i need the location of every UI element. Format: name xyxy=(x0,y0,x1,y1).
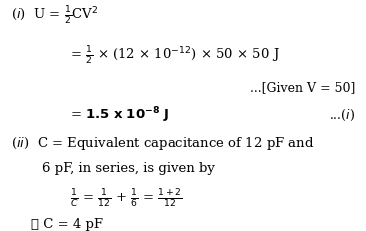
Text: $\frac{1}{C}$ = $\frac{1}{12}$ + $\frac{1}{6}$ = $\frac{1+2}{12}$: $\frac{1}{C}$ = $\frac{1}{12}$ + $\frac{… xyxy=(70,188,182,210)
Text: = $\frac{1}{2}$ × (12 × 10$^{-12}$) × 50 × 50 J: = $\frac{1}{2}$ × (12 × 10$^{-12}$) × 50… xyxy=(70,44,279,67)
Text: ...($i$): ...($i$) xyxy=(329,108,355,123)
Text: = $\mathbf{1.5\ x\ 10^{-8}\ J}$: = $\mathbf{1.5\ x\ 10^{-8}\ J}$ xyxy=(70,106,169,125)
Text: ...[Given V = 50]: ...[Given V = 50] xyxy=(250,81,355,94)
Text: ($i$)  U = $\frac{1}{2}$CV$^2$: ($i$) U = $\frac{1}{2}$CV$^2$ xyxy=(11,5,98,27)
Text: ($ii$)  C = Equivalent capacitance of 12 pF and: ($ii$) C = Equivalent capacitance of 12 … xyxy=(11,135,314,152)
Text: 6 pF, in series, is given by: 6 pF, in series, is given by xyxy=(42,162,215,175)
Text: ∴ C = 4 pF: ∴ C = 4 pF xyxy=(31,218,103,231)
